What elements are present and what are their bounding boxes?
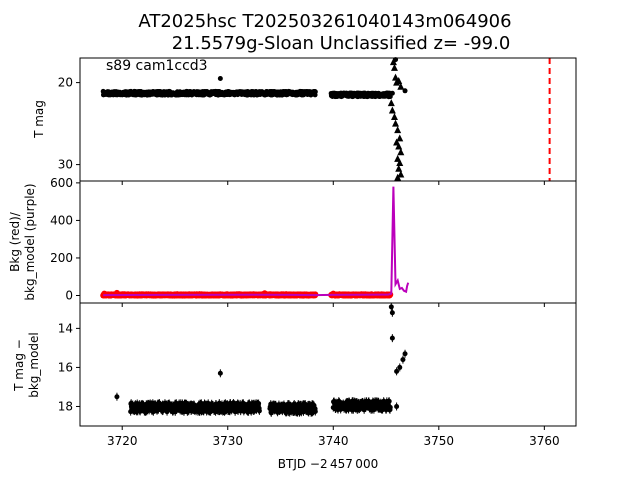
- data-point-triangle: [396, 134, 404, 142]
- y-tick-label: 18: [58, 399, 73, 413]
- top-marks: [100, 57, 551, 185]
- data-point: [389, 90, 395, 96]
- data-point: [394, 368, 400, 374]
- data-point: [312, 409, 318, 415]
- chart-title-line2: 21.5579g-Sloan Unclassified z= -99.0: [172, 33, 511, 54]
- data-point: [387, 404, 393, 410]
- middle-ylabel-line1: Bkg (red)/: [8, 211, 22, 272]
- top-ylabel: T mag: [32, 100, 46, 139]
- bkg-model-line: [103, 186, 410, 297]
- data-point: [389, 310, 395, 316]
- data-point: [389, 335, 395, 341]
- data-point-triangle: [397, 170, 405, 178]
- y-tick-label: 200: [50, 251, 73, 265]
- middle-marks: [100, 186, 545, 307]
- data-point-triangle: [392, 119, 400, 127]
- y-tick-label: 600: [50, 176, 73, 190]
- data-point-triangle: [394, 126, 402, 134]
- data-point: [217, 76, 223, 81]
- y-tick-label: 400: [50, 213, 73, 227]
- data-point: [388, 304, 394, 310]
- data-point: [400, 357, 406, 363]
- bottom-y-ticks: 14 16 18: [58, 321, 80, 413]
- chart-title-line1: AT2025hsc T202503261040143m064906: [138, 11, 511, 32]
- data-point-triangle: [395, 142, 403, 150]
- x-tick-label: 3740: [318, 434, 349, 448]
- data-point: [402, 351, 408, 357]
- middle-y-ticks: 0 200 400 600: [50, 176, 80, 302]
- data-point: [217, 370, 223, 376]
- data-point: [397, 364, 403, 370]
- y-tick-label: 20: [58, 76, 73, 90]
- data-point-triangle: [394, 173, 402, 181]
- y-tick-label: 14: [58, 321, 73, 335]
- data-point: [312, 89, 318, 95]
- bottom-ylabel-line1: T mag −: [12, 339, 26, 392]
- bottom-marks: [114, 302, 545, 430]
- x-tick-label: 3760: [529, 434, 560, 448]
- x-axis-label: BTJD −2 457 000: [278, 457, 378, 471]
- data-point-triangle: [387, 99, 395, 107]
- panel-middle: 0 200 400 600 Bkg (red)/ bkg_model (purple): [8, 176, 577, 307]
- middle-axes-frame: [79, 180, 577, 304]
- data-point: [394, 403, 400, 409]
- data-point-triangle: [397, 82, 405, 90]
- top-annotation: s89 cam1ccd3: [106, 58, 208, 74]
- bottom-axes-frame: [79, 302, 577, 427]
- data-point-triangle: [392, 73, 400, 81]
- data-point-triangle: [397, 148, 405, 156]
- x-tick-label: 3720: [107, 434, 138, 448]
- y-tick-label: 16: [58, 360, 73, 374]
- x-tick-label: 3750: [424, 434, 455, 448]
- x-tick-label: 3730: [212, 434, 243, 448]
- data-point-triangle: [388, 106, 396, 114]
- bottom-ylabel-line2: bkg_model: [27, 332, 41, 398]
- data-point-triangle: [396, 158, 404, 166]
- top-axes-frame: [79, 57, 577, 182]
- y-tick-label: 0: [65, 288, 73, 302]
- x-axis-ticks: 3720 3730 3740 3750 3760: [107, 434, 560, 448]
- y-tick-label: 30: [58, 158, 73, 172]
- panel-bottom: 14 16 18 T mag − bkg_model: [12, 302, 577, 430]
- middle-ylabel-line2: bkg_model (purple): [23, 183, 37, 300]
- data-point: [114, 394, 120, 400]
- data-point: [386, 398, 392, 404]
- data-point-triangle: [395, 164, 403, 172]
- data-point: [256, 408, 262, 414]
- data-point: [256, 401, 262, 407]
- data-point-triangle: [390, 113, 398, 121]
- data-point-triangle: [390, 63, 398, 71]
- data-point-triangle: [395, 76, 403, 84]
- data-point-triangle: [389, 58, 397, 66]
